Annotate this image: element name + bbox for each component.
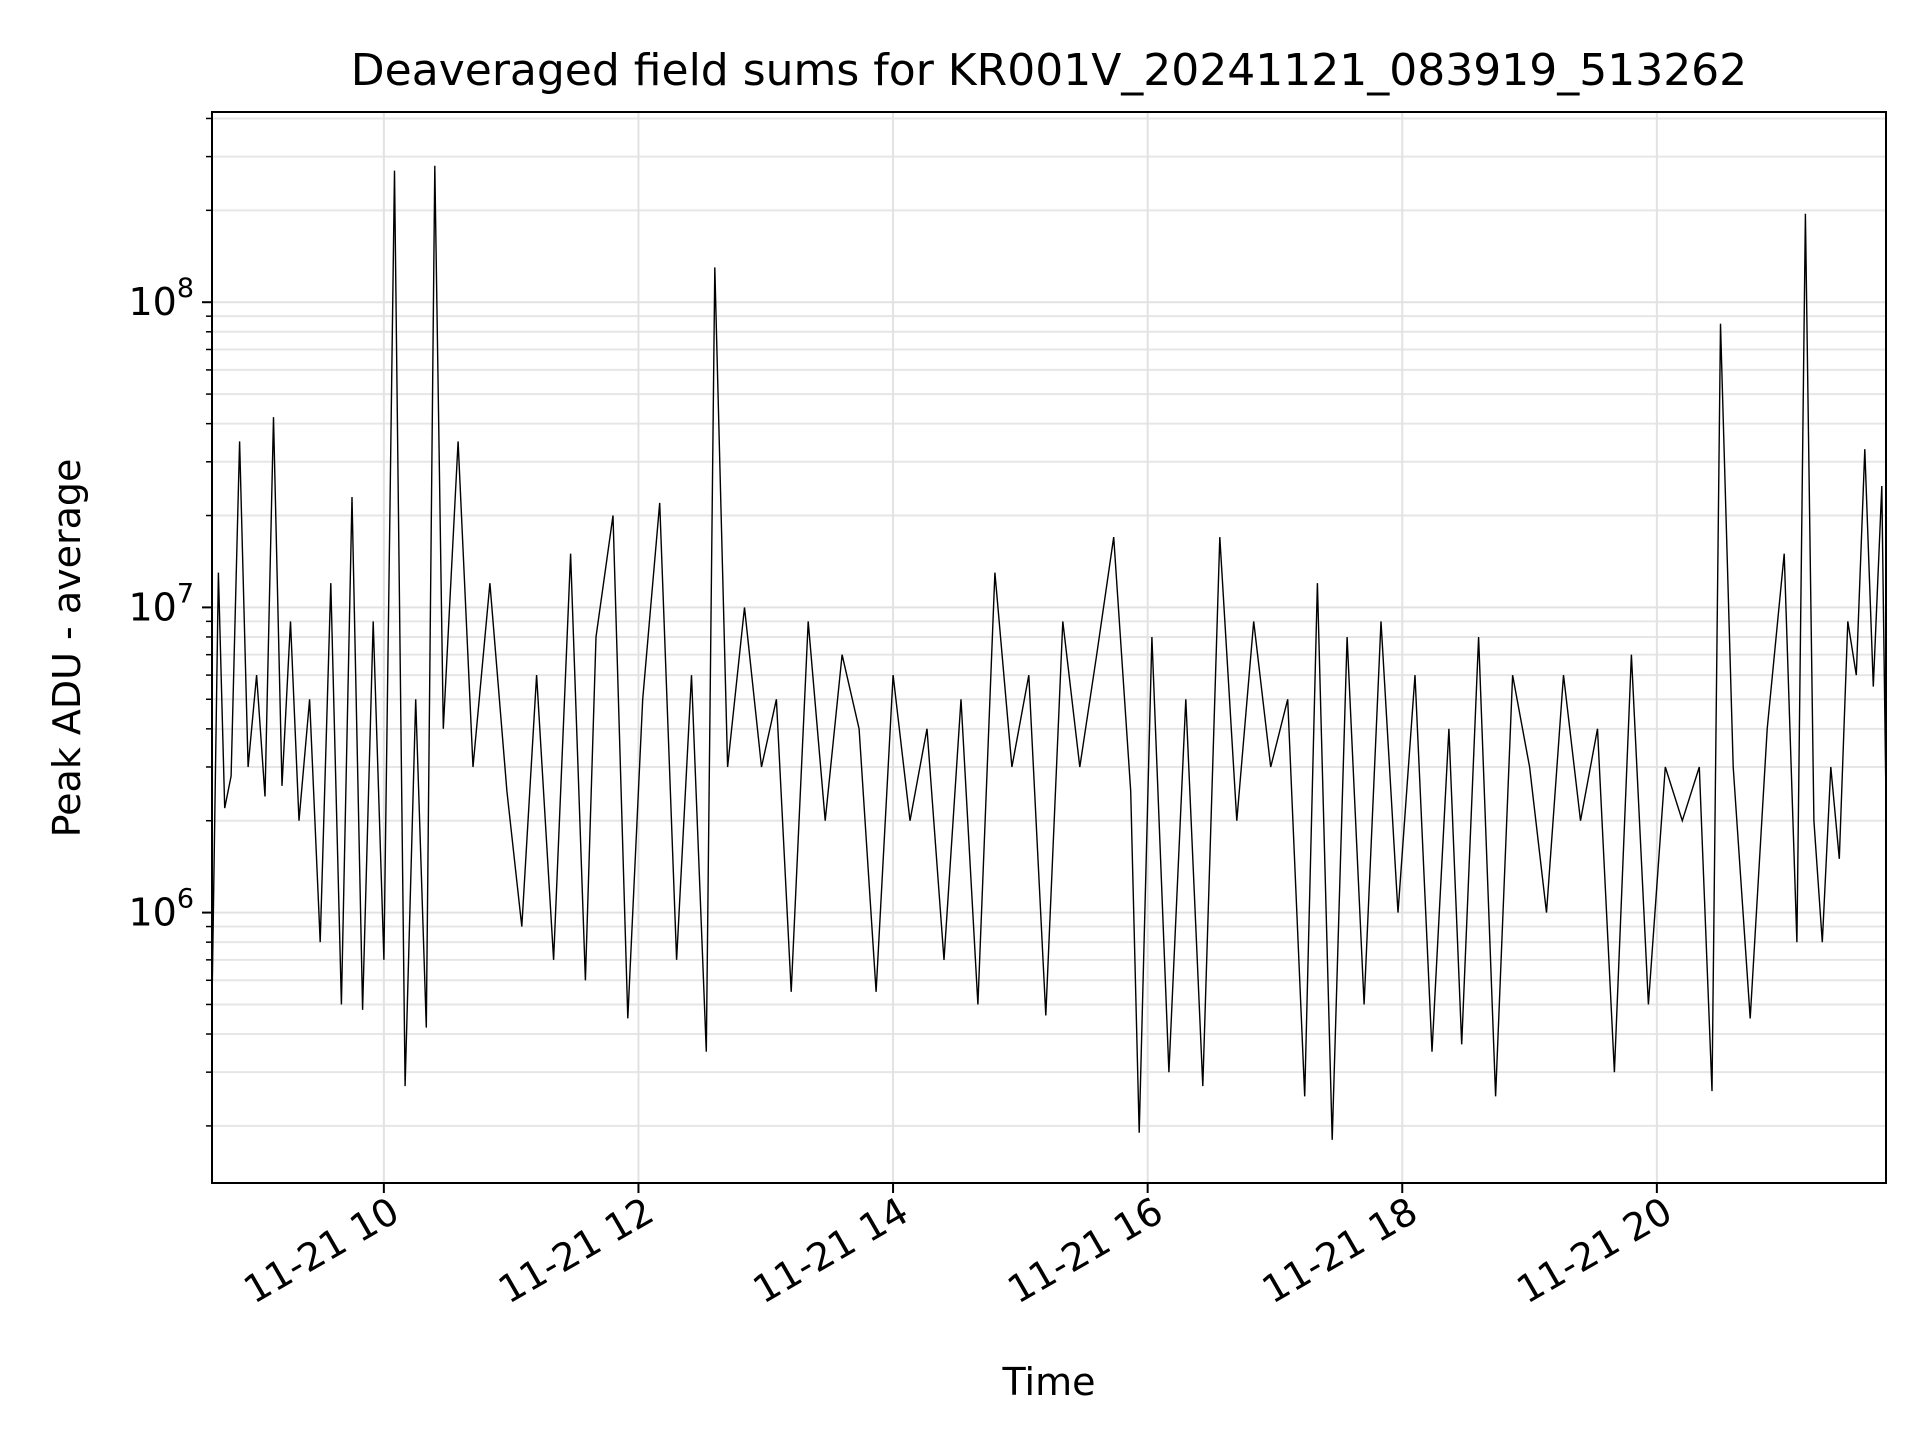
chart-title: Deaveraged field sums for KR001V_2024112… (351, 45, 1747, 96)
y-tick-label-base: 10 (128, 891, 176, 935)
series-line (211, 165, 1887, 1140)
y-tick-label-exponent: 6 (177, 884, 194, 915)
y-tick-label-exponent: 8 (177, 273, 194, 304)
y-tick-label-base: 10 (128, 585, 176, 629)
y-tick-label-base: 10 (128, 280, 176, 324)
y-tick-label: 107 (128, 578, 194, 629)
series-group (211, 165, 1887, 1140)
y-axis-label: Peak ADU - average (45, 459, 89, 838)
y-tick-label-exponent: 7 (177, 578, 194, 609)
x-axis-label: Time (1002, 1360, 1096, 1404)
grid (212, 112, 1886, 1183)
y-tick-label: 108 (128, 273, 194, 324)
plot-frame (211, 111, 1887, 1184)
y-tick-label: 106 (128, 884, 194, 935)
